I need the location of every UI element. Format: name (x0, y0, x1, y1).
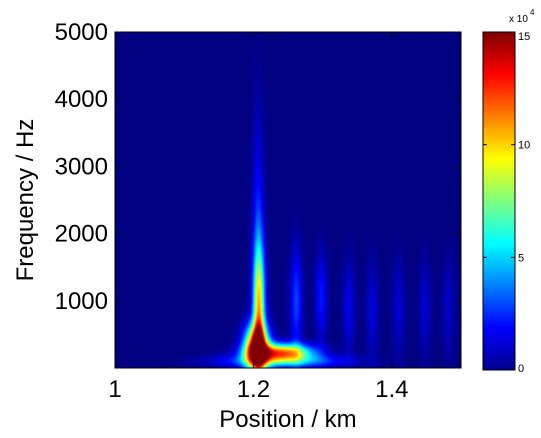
colorbar-tick-label: 5 (518, 252, 524, 264)
colorbar-tick-label: 15 (518, 31, 530, 43)
colorbar-exponent-power: 4 (530, 8, 535, 17)
plot-frame (114, 31, 462, 369)
y-axis-ticks: 1000 2000 3000 4000 5000 (55, 19, 461, 315)
colorbar-frame (482, 31, 516, 371)
x-tick-label: 1.2 (237, 376, 270, 403)
colorbar-tick-label: 10 (518, 140, 530, 152)
heatmap-image (115, 32, 461, 368)
x-tick-label: 1.4 (375, 376, 408, 403)
y-axis-label: Frequency / Hz (12, 119, 39, 282)
y-tick-label: 3000 (55, 153, 108, 180)
colorbar-ticks: 0 5 10 15 (483, 31, 530, 375)
y-tick-label: 2000 (55, 221, 108, 248)
colorbar-gradient (483, 32, 515, 370)
x-axis-label: Position / km (219, 406, 356, 433)
y-tick-label: 4000 (55, 86, 108, 113)
y-tick-label: 5000 (55, 19, 108, 46)
heatmap-plot-area (114, 31, 462, 369)
colorbar: 0 5 10 15 x 10 4 (482, 8, 535, 375)
x-tick-label: 1 (108, 376, 121, 403)
y-tick-label: 1000 (55, 288, 108, 315)
colorbar-tick-label: 0 (518, 363, 524, 375)
x-axis-ticks: 1 1.2 1.4 (108, 32, 408, 403)
colorbar-exponent-base: x 10 (509, 14, 528, 25)
